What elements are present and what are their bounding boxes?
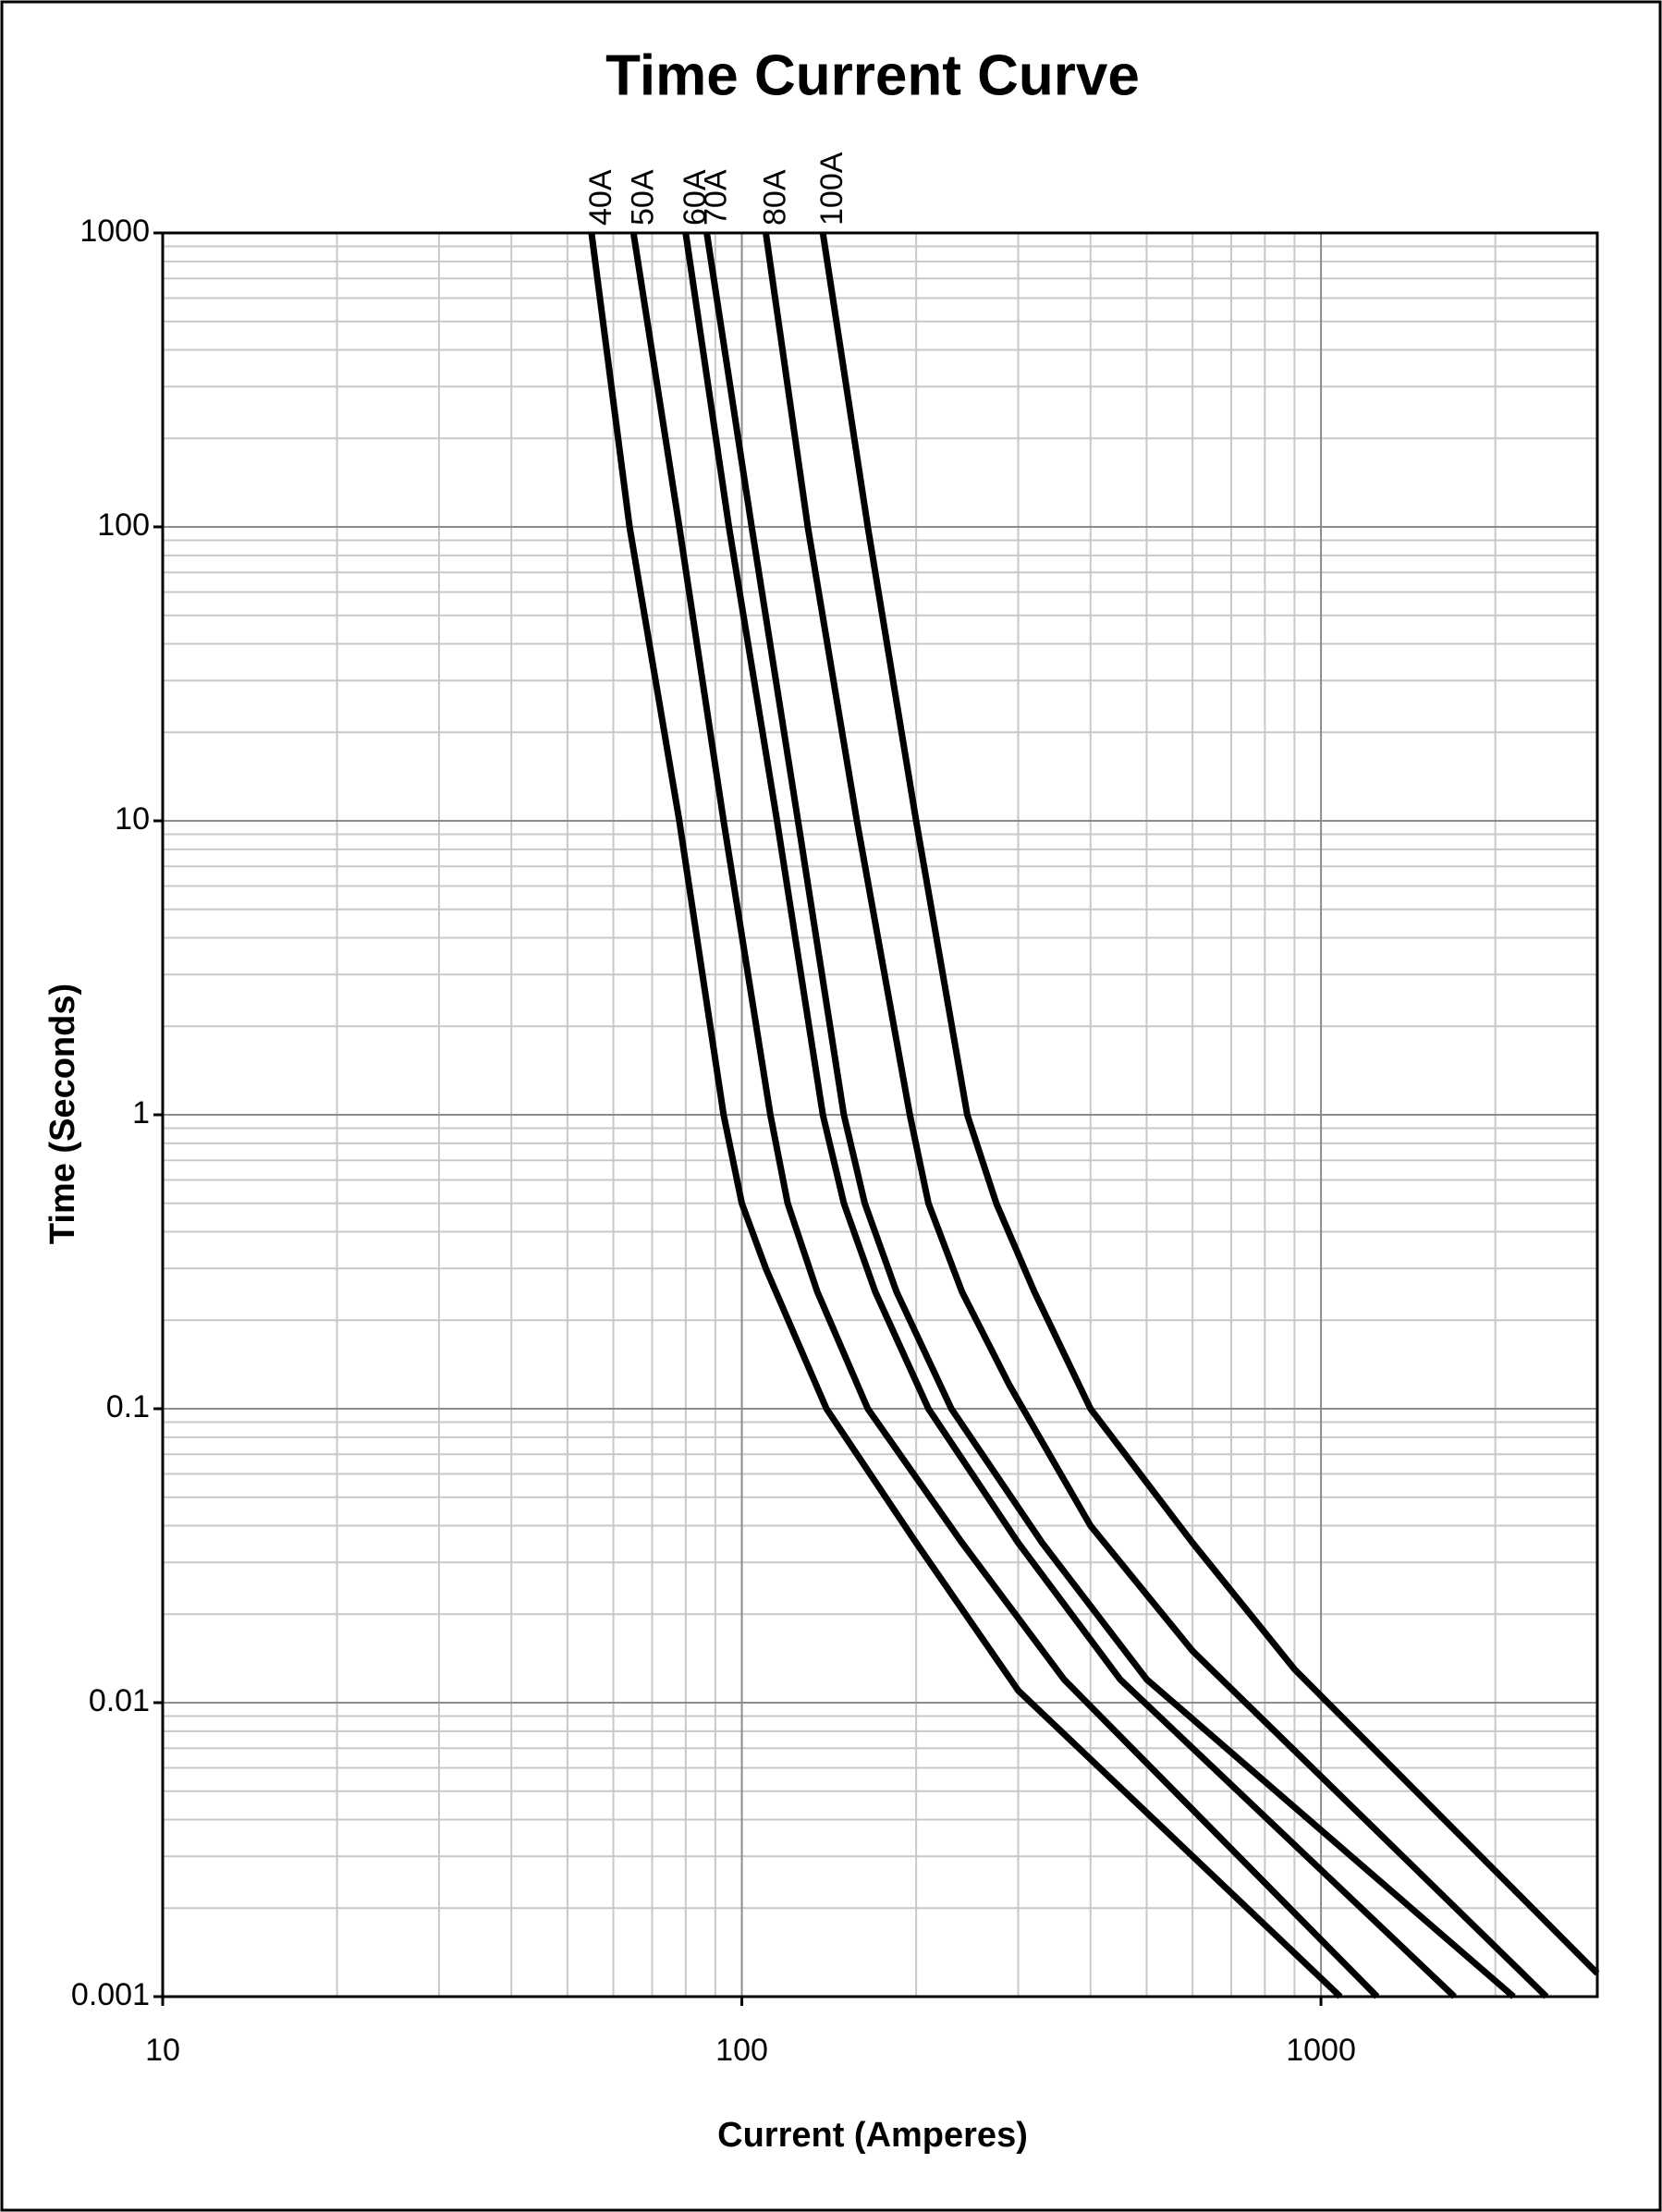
curve-label: 50A: [625, 169, 660, 226]
curve-label: 40A: [583, 169, 618, 226]
plot-frame: [161, 231, 1599, 1998]
x-tick-label: 1000: [1286, 2033, 1356, 2068]
curve-label: 60A: [678, 169, 713, 226]
curve: [819, 232, 1600, 1976]
x-tick-label: 10: [145, 2033, 180, 2068]
y-tick-label: 0.001: [71, 1977, 150, 2012]
x-tick-label: 100: [715, 2033, 768, 2068]
curve-label: 100A: [814, 152, 849, 226]
y-tick-label: 1000: [79, 214, 150, 249]
y-tick-label: 0.01: [89, 1683, 150, 1718]
curve-label: 70A: [699, 169, 734, 226]
curve: [703, 232, 1516, 1999]
y-tick-label: 10: [115, 801, 150, 837]
curve: [629, 232, 1380, 1999]
curve: [588, 232, 1343, 1999]
curve: [763, 232, 1549, 1999]
y-tick-label: 0.1: [106, 1389, 150, 1424]
curve: [682, 232, 1457, 1999]
chart-title: Time Current Curve: [605, 43, 1140, 107]
x-axis-label: Current (Amperes): [717, 2116, 1028, 2155]
y-tick-label: 1: [132, 1095, 150, 1130]
y-tick-label: 100: [97, 507, 150, 543]
curve-label: 80A: [757, 169, 792, 226]
y-axis-label: Time (Seconds): [43, 984, 82, 1244]
